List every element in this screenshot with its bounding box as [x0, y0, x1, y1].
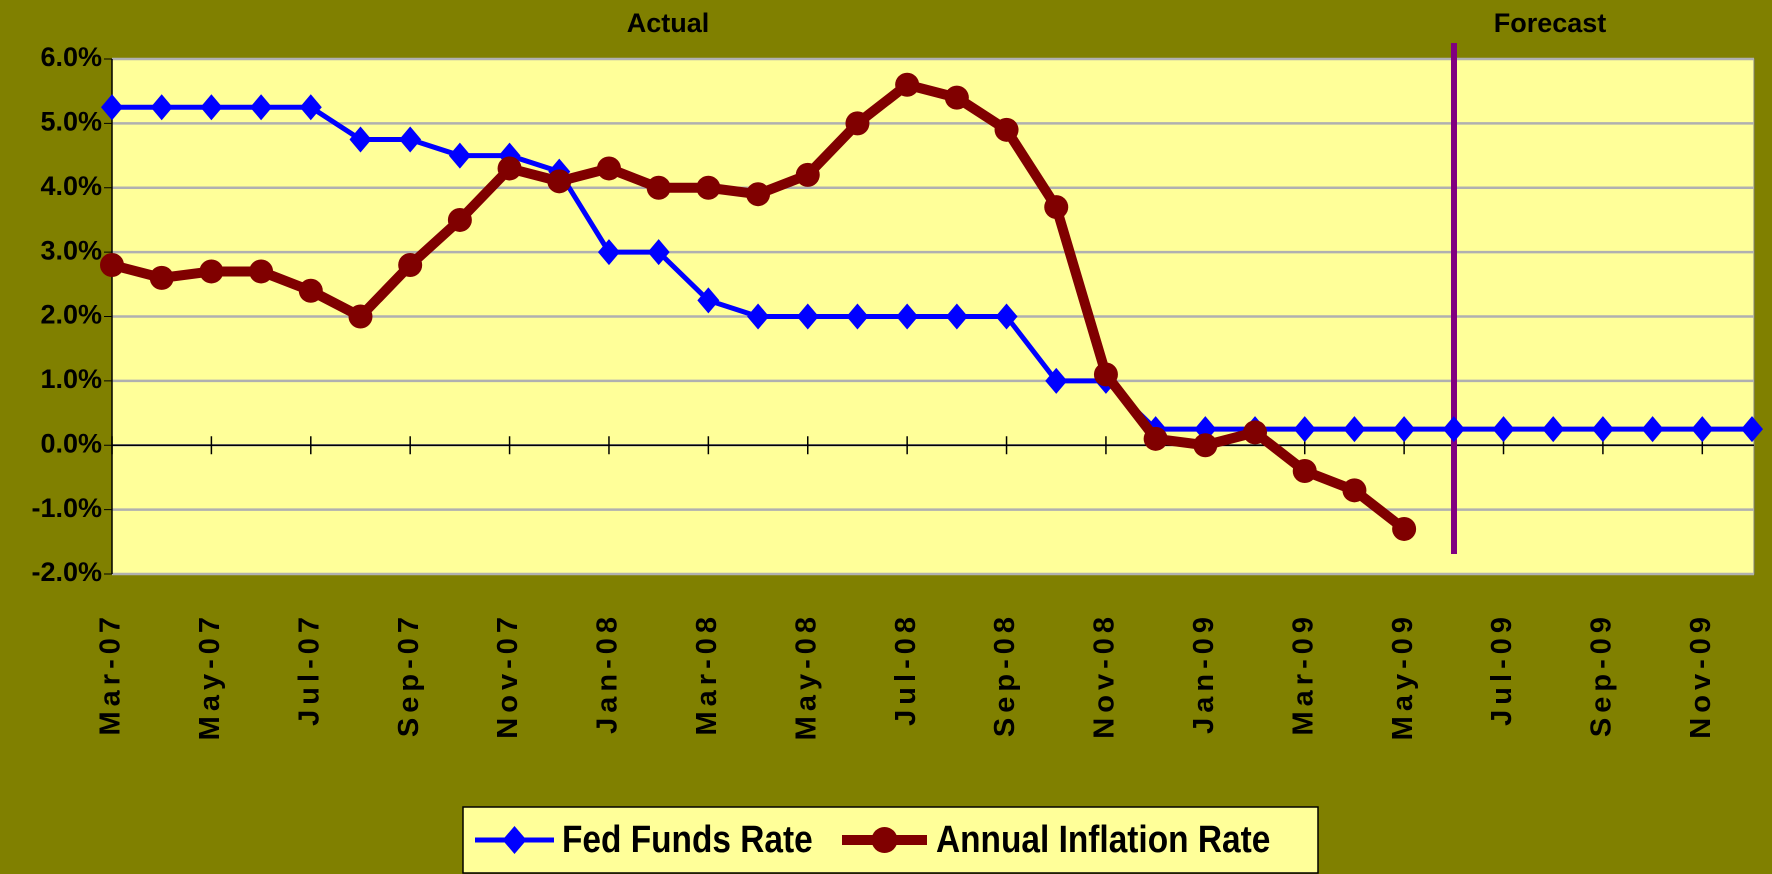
point: [250, 94, 273, 121]
point: [995, 303, 1018, 330]
point: [348, 304, 373, 329]
x-tick-label: Jul-07: [293, 612, 325, 726]
x-tick-label: Mar-07: [95, 612, 127, 736]
y-tick-label: 0.0%: [40, 428, 102, 458]
x-tick-label: Jul-09: [1486, 612, 1518, 726]
x-tick-label: Sep-09: [1586, 612, 1618, 737]
point: [298, 278, 323, 303]
point: [199, 259, 224, 284]
point: [1492, 416, 1515, 443]
y-tick-label: 4.0%: [40, 171, 102, 201]
point: [944, 85, 969, 110]
point: [896, 303, 919, 330]
x-tick-label: Mar-08: [691, 612, 723, 736]
point: [1193, 433, 1218, 458]
point: [149, 265, 174, 290]
legend-label: Fed Funds Rate: [562, 818, 813, 860]
point: [796, 303, 819, 330]
x-tick-label: Jan-08: [592, 612, 624, 734]
point: [447, 207, 472, 232]
x-tick-label: Sep-07: [393, 612, 425, 737]
point: [746, 182, 771, 207]
point: [845, 111, 870, 136]
point: [547, 169, 572, 194]
point: [398, 253, 423, 277]
point: [696, 175, 721, 200]
point: [1542, 416, 1565, 443]
x-tick-label: May-07: [194, 612, 226, 740]
point: [1393, 416, 1416, 443]
point: [647, 239, 670, 266]
point: [497, 156, 522, 181]
point: [747, 303, 770, 330]
annotation: Actual: [627, 8, 710, 38]
point: [100, 253, 124, 277]
y-tick-label: 1.0%: [40, 364, 102, 394]
x-tick-label: Nov-08: [1089, 612, 1121, 739]
point: [895, 72, 920, 97]
point: [1691, 416, 1714, 443]
point: [299, 94, 322, 121]
point: [1143, 426, 1168, 451]
point: [200, 94, 223, 121]
series-line: [112, 104, 1752, 432]
point: [1292, 459, 1317, 483]
point: [101, 94, 123, 121]
point: [1641, 416, 1664, 443]
point: [399, 126, 422, 153]
point: [1591, 416, 1614, 443]
point: [249, 259, 274, 284]
point: [1243, 420, 1268, 445]
x-tick-label: May-08: [790, 612, 822, 740]
point: [1293, 416, 1316, 443]
y-tick-label: -2.0%: [31, 557, 102, 587]
point: [846, 303, 869, 330]
point: [1044, 195, 1069, 220]
point: [1045, 367, 1068, 394]
point: [697, 287, 720, 314]
y-tick-label: -1.0%: [31, 493, 102, 523]
point: [150, 94, 173, 121]
x-tick-label: Jan-09: [1188, 612, 1220, 734]
x-tick-label: May-09: [1387, 612, 1419, 740]
legend-marker: [871, 827, 898, 853]
point: [646, 175, 671, 200]
x-tick-label: Mar-09: [1287, 612, 1319, 736]
x-tick-label: Nov-09: [1685, 612, 1717, 739]
point: [994, 117, 1019, 142]
point: [596, 156, 621, 181]
point: [795, 162, 820, 187]
point: [448, 142, 471, 169]
y-tick-label: 6.0%: [40, 42, 102, 72]
x-tick-label: Sep-08: [989, 612, 1021, 737]
point: [1343, 416, 1366, 443]
point: [349, 126, 372, 153]
y-tick-label: 5.0%: [40, 107, 102, 137]
legend-marker: [502, 826, 527, 854]
x-tick-label: Nov-07: [492, 612, 524, 739]
point: [1093, 362, 1118, 387]
x-tick-label: Jul-08: [890, 612, 922, 726]
legend-label: Annual Inflation Rate: [936, 818, 1270, 860]
point: [945, 303, 968, 330]
point: [597, 239, 620, 266]
point: [1392, 516, 1417, 541]
point: [1342, 478, 1367, 503]
y-tick-label: 2.0%: [40, 300, 102, 330]
point: [1741, 416, 1763, 443]
y-tick-label: 3.0%: [40, 235, 102, 265]
annotation: Forecast: [1494, 8, 1607, 38]
point: [1442, 416, 1465, 443]
